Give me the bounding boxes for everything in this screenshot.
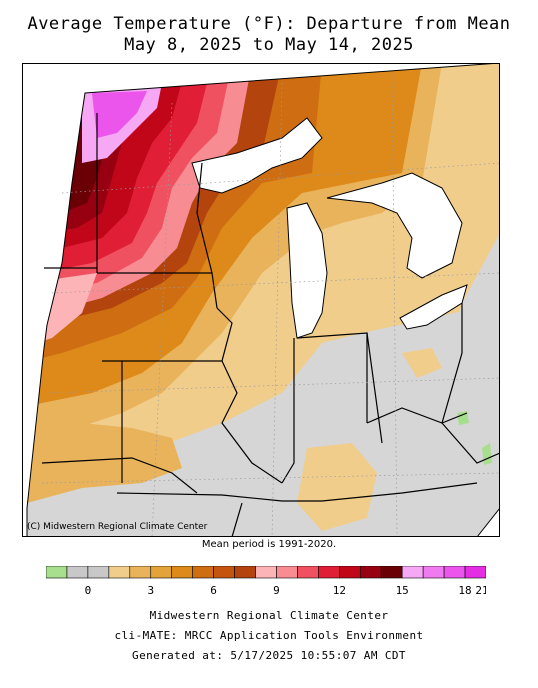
copyright-text: (C) Midwestern Regional Climate Center [27,522,208,532]
legend-tick-label: 6 [210,584,217,597]
legend-tick-label: 0 [85,584,92,597]
state-boundaries [41,113,500,537]
legend-swatch [401,566,424,579]
region-20f [92,91,147,138]
legend-swatch [108,566,131,579]
lake-michigan [286,202,328,339]
legend-tick-label: 3 [147,584,154,597]
legend-swatch [339,566,361,579]
legend-swatch [171,566,193,579]
legend-tick-label: 18 [458,584,471,597]
legend-swatch [46,566,68,579]
legend-swatch [359,566,382,579]
region-sw-3-4f [27,423,182,503]
legend-tick-label: 12 [333,584,346,597]
footer-org: Midwestern Regional Climate Center [149,609,389,622]
legend-swatch [192,566,214,579]
map-date-range: May 8, 2025 to May 14, 2025 [124,35,414,55]
footer-generated: Generated at: 5/17/2025 10:55:07 AM CDT [132,649,406,662]
legend-tick-label: 21 [475,584,486,597]
legend-swatch [234,566,256,579]
legend-tick-label: 15 [396,584,409,597]
legend-swatch [66,566,89,579]
legend-swatch [276,566,298,579]
region-negative [457,411,469,425]
map-frame [22,63,500,537]
legend-swatch [255,566,277,579]
legend-swatch [150,566,173,579]
legend-swatch [318,566,340,579]
mean-period-note: Mean period is 1991-2020. [201,539,337,550]
legend-swatch [380,566,403,579]
legend-tick-label: 9 [273,584,280,597]
graticule [41,72,500,537]
map-border [26,63,500,537]
legend-swatch [297,566,319,579]
region-tn-1-3f [297,443,377,531]
temperature-departure-map [22,63,500,537]
legend-swatch [129,566,152,579]
color-legend: 0 3 6 9 12 15 18 21 [46,566,486,597]
map-title: Average Temperature (°F): Departure from… [27,14,511,34]
legend-swatch [213,566,235,579]
legend-swatch [87,566,110,579]
legend-swatch [422,566,445,579]
legend-swatch [443,566,466,579]
region-ohio-1-3f [402,348,442,378]
lake-huron [326,172,463,279]
footer-app: cli-MATE: MRCC Application Tools Environ… [114,629,424,642]
legend-swatch [464,566,486,579]
lake-superior [191,117,323,194]
